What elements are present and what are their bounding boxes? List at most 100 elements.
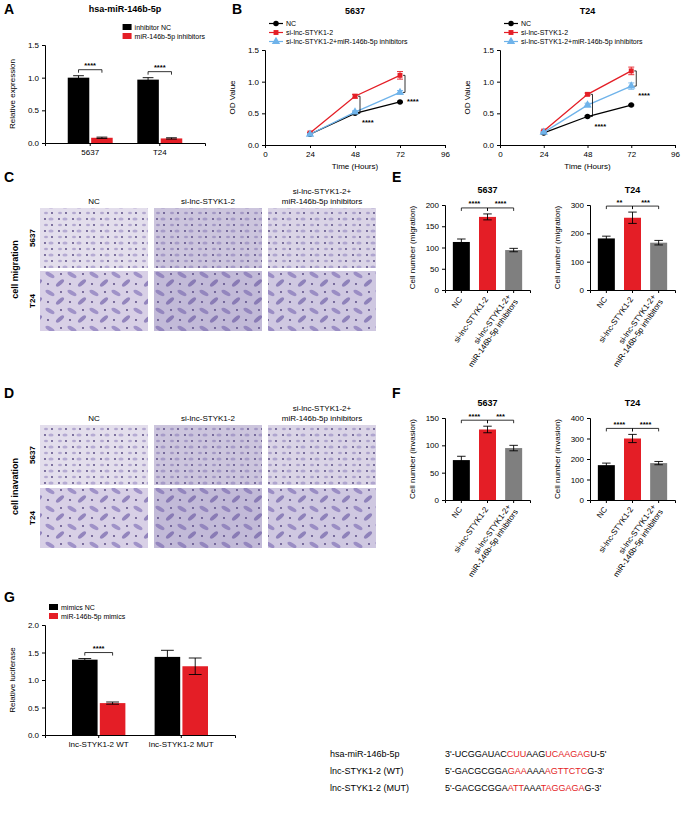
error-bar xyxy=(397,72,403,80)
tick-mark xyxy=(658,500,659,503)
column-header: si-lnc-STYK1-2 xyxy=(181,414,235,423)
tick-mark xyxy=(632,500,633,503)
marker xyxy=(583,100,591,107)
tick-label: T24 xyxy=(153,148,167,157)
tick-mark xyxy=(42,680,45,681)
tick-label: 0.0 xyxy=(28,139,40,148)
tick-mark xyxy=(497,113,500,114)
error-bar xyxy=(73,76,84,80)
axis-line xyxy=(266,146,446,149)
y-axis: 0.00.51.01.52.0 xyxy=(28,621,46,740)
micrograph-tint xyxy=(154,208,262,268)
legend: NCsi-lnc-STYK1-2si-lnc-STYK1-2+miR-146b-… xyxy=(504,20,643,46)
significance-label: **** xyxy=(362,118,374,127)
chart-title: T24 xyxy=(625,185,641,195)
image-panel: NCsi-lnc-STYK1-2si-lnc-STYK1-2+miR-146b-… xyxy=(10,187,376,331)
tick: 200 xyxy=(571,229,590,238)
figure: 0.00.51.01.5 5637 T24 hsa-miR-146b-5p Relati… xyxy=(0,0,685,826)
axis-line xyxy=(42,46,46,144)
tick: 100 xyxy=(571,258,590,267)
tick-mark xyxy=(587,459,590,460)
chart: 050100150200NCsi-lnc-STYK1-2si-lnc-STYK1… xyxy=(408,185,531,369)
tick-label: 0.0 xyxy=(483,141,495,150)
tick-label: si-lnc-STYK1-2+miR-146b-5p inhibitors xyxy=(459,292,520,368)
chart: 050100150NCsi-lnc-STYK1-2si-lnc-STYK1-2+… xyxy=(408,398,531,579)
tick-label: 24 xyxy=(306,150,315,159)
x-axis: 024487296 xyxy=(498,145,680,159)
tick-mark xyxy=(262,113,265,114)
y-axis: 0.00.51.01.5 xyxy=(248,46,266,150)
panel-letter: F xyxy=(392,385,401,401)
tick-mark xyxy=(497,82,500,83)
bar xyxy=(155,657,181,735)
tick-label-line: NC xyxy=(595,295,609,310)
micrograph xyxy=(40,425,148,485)
tick: 96 xyxy=(441,145,450,159)
tick-mark xyxy=(497,145,500,146)
tick: 24 xyxy=(306,145,315,159)
error-bar xyxy=(628,67,634,75)
sequence-name: hsa-miR-146b-5p xyxy=(330,749,400,759)
tick-label: 200 xyxy=(571,229,585,238)
bar xyxy=(72,660,98,735)
sequence-segment: U-5' xyxy=(590,749,607,759)
column-header-line: si-lnc-STYK1-2 xyxy=(181,414,235,423)
micrograph xyxy=(40,488,148,548)
tick: 300 xyxy=(571,435,590,444)
tick-label-line: miR-146b-5p inhibitors xyxy=(467,508,521,579)
tick-label: 48 xyxy=(584,150,593,159)
chart: 0.00.51.01.50244872965637OD ValueTime (H… xyxy=(228,6,450,171)
x-axis: NCsi-lnc-STYK1-2si-lnc-STYK1-2+miR-146b-… xyxy=(591,290,676,369)
y-axis-title: Relative expression xyxy=(8,59,17,129)
tick-mark xyxy=(42,735,45,736)
legend-item: si-lnc-STYK1-2+miR-146b-5p inhibitors xyxy=(269,37,408,46)
plot-marks xyxy=(306,72,404,137)
bar xyxy=(650,243,667,290)
tick-mark xyxy=(442,269,445,270)
tick-mark xyxy=(442,290,445,291)
marker xyxy=(627,81,635,88)
tick-mark xyxy=(587,439,590,440)
error-bar xyxy=(166,138,177,139)
tick-mark xyxy=(632,290,633,293)
tick: 200 xyxy=(571,455,590,464)
bar xyxy=(100,703,126,735)
chart-title: T24 xyxy=(625,398,641,408)
tick-label: 0 xyxy=(435,496,440,505)
column-header: NC xyxy=(88,414,100,423)
significance-label: **** xyxy=(407,97,419,106)
significance-label: **** xyxy=(93,644,105,653)
tick-mark xyxy=(262,145,265,146)
micrograph xyxy=(40,208,148,268)
legend-item: miR-146b-5p mimics xyxy=(49,613,126,621)
tick: 2.0 xyxy=(28,621,45,630)
bar xyxy=(624,218,641,290)
tick-label: 100 xyxy=(571,258,585,267)
chart: 0.00.51.01.55637T24hsa-miR-146b-5pRelati… xyxy=(8,4,206,157)
significance-bracket xyxy=(358,96,360,113)
panel-letter: D xyxy=(4,385,14,401)
micrograph-tint xyxy=(154,271,262,331)
tick-label: 1.0 xyxy=(483,78,495,87)
micrograph-tint xyxy=(268,271,376,331)
column-header-line: si-lnc-STYK1-2 xyxy=(181,197,235,206)
tick: 72 xyxy=(396,145,405,159)
y-axis: 050100150200 xyxy=(426,201,446,295)
legend-item: NC xyxy=(269,20,296,27)
micrograph xyxy=(154,425,262,485)
tick: 5637 xyxy=(81,143,99,157)
tick-label: 1.0 xyxy=(28,74,40,83)
legend-label: mimics NC xyxy=(61,604,95,611)
tick-label: 1.5 xyxy=(483,46,495,55)
tick: 1.5 xyxy=(248,46,265,55)
panel-side-label: cell migration xyxy=(10,240,20,299)
y-axis-title: Cell number (migration) xyxy=(553,205,562,289)
tick-mark xyxy=(500,145,501,148)
tick-label: 150 xyxy=(426,222,440,231)
tick-mark xyxy=(42,625,45,626)
tick: 200 xyxy=(426,201,445,210)
marker xyxy=(353,94,358,99)
legend: mimics NC miR-146b-5p mimics xyxy=(49,604,126,621)
x-axis: NCsi-lnc-STYK1-2si-lnc-STYK1-2+miR-146b-… xyxy=(591,500,676,579)
significance-label: **** xyxy=(84,61,96,70)
